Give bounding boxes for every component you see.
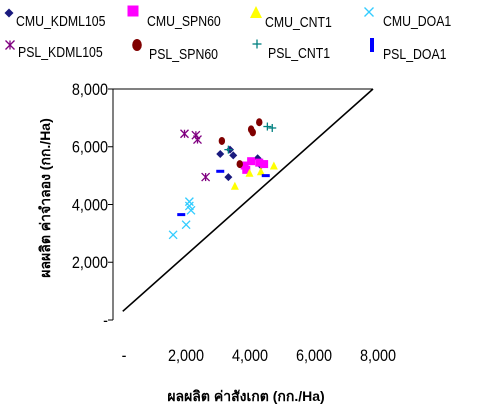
y-tick-label: 2,000: [72, 254, 108, 272]
point-cmu-cnt1: [230, 181, 239, 190]
legend-label-cmu-spn60: CMU_SPN60: [147, 13, 221, 29]
point-cmu-kdml105: [224, 173, 233, 182]
legend-label-cmu-cnt1: CMU_CNT1: [265, 14, 332, 30]
point-psl-doa1: [177, 213, 186, 217]
legend-item-psl-doa1: PSL_DOA1: [370, 38, 447, 62]
point-cmu-spn60: [247, 157, 256, 166]
legend-item-psl-kdml105: PSL_KDML105: [5, 40, 103, 60]
legend-item-psl-spn60: PSL_SPN60: [132, 39, 218, 62]
x-tick-label: 4,000: [232, 347, 268, 365]
legend-marker-cmu-kdml105: [4, 8, 14, 18]
legend-item-cmu-spn60: CMU_SPN60: [127, 5, 221, 29]
plot-area: [122, 88, 374, 312]
legend-marker-psl-doa1: [370, 38, 374, 52]
legend-label-cmu-doa1: CMU_DOA1: [383, 13, 451, 29]
y-axis-title: ผลผลิต ค่าจำลอง (กก./Ha): [37, 118, 53, 278]
point-psl-spn60: [218, 136, 226, 145]
point-cmu-spn60: [242, 165, 251, 174]
point-cmu-spn60: [255, 158, 264, 167]
legend-item-cmu-doa1: CMU_DOA1: [364, 7, 451, 29]
point-cmu-doa1: [186, 205, 196, 215]
point-psl-kdml105: [180, 129, 189, 139]
legend-marker-cmu-spn60: [127, 5, 139, 17]
legend-item-cmu-kdml105: CMU_KDML105: [4, 8, 106, 29]
point-cmu-kdml105: [216, 149, 225, 158]
legend-marker-psl-kdml105: [5, 40, 15, 50]
point-psl-spn60: [247, 125, 255, 134]
point-cmu-cnt1: [245, 168, 254, 177]
legend-label-cmu-kdml105: CMU_KDML105: [16, 13, 106, 29]
point-psl-cnt1: [224, 145, 233, 154]
point-psl-doa1: [216, 169, 225, 173]
legend-marker-cmu-cnt1: [250, 6, 262, 18]
y-tick-label: 8,000: [72, 81, 108, 99]
x-tick-label: 8,000: [360, 347, 396, 365]
y-tick-label: -: [103, 312, 108, 330]
point-cmu-kdml105: [229, 151, 238, 160]
y-tick-label: 6,000: [72, 139, 108, 157]
legend-item-cmu-cnt1: CMU_CNT1: [250, 6, 332, 30]
point-psl-kdml105: [193, 135, 202, 144]
legend-marker-psl-spn60: [132, 39, 142, 51]
one-to-one-line: [122, 88, 374, 312]
point-cmu-doa1: [181, 220, 191, 230]
x-axis-title: ผลผลิต ค่าสังเกต (กก./Ha): [167, 388, 324, 404]
point-cmu-doa1: [184, 197, 194, 207]
x-tick-label: 2,000: [168, 347, 204, 365]
point-psl-cnt1: [268, 123, 277, 132]
legend-label-psl-cnt1: PSL_CNT1: [268, 45, 330, 61]
legend-label-psl-doa1: PSL_DOA1: [383, 46, 447, 62]
point-psl-doa1: [261, 174, 270, 178]
legend-label-psl-kdml105: PSL_KDML105: [18, 44, 103, 60]
y-tick-label: 4,000: [72, 196, 108, 214]
point-psl-spn60: [256, 118, 263, 127]
x-tick-label: 6,000: [296, 347, 332, 365]
legend-item-psl-cnt1: PSL_CNT1: [252, 39, 330, 61]
point-cmu-spn60: [240, 161, 249, 170]
axes: - 2,000 4,000 6,000 8,000 - 2,000 4,000 6,000 8,0…: [72, 81, 396, 365]
legend-label-psl-spn60: PSL_SPN60: [149, 46, 218, 62]
point-cmu-cnt1: [269, 161, 278, 170]
point-cmu-doa1: [168, 230, 178, 240]
legend: CMU_KDML105 CMU_SPN60 CMU_CNT1 CMU_DOA1 PSL_…: [4, 5, 451, 62]
point-psl-spn60: [236, 160, 243, 169]
legend-marker-cmu-doa1: [364, 7, 374, 17]
legend-marker-psl-cnt1: [252, 39, 262, 49]
point-cmu-spn60: [260, 160, 269, 169]
point-psl-kdml105: [201, 172, 211, 182]
point-cmu-cnt1: [256, 167, 265, 176]
x-tick-label: -: [122, 347, 127, 365]
point-psl-cnt1: [263, 122, 272, 131]
